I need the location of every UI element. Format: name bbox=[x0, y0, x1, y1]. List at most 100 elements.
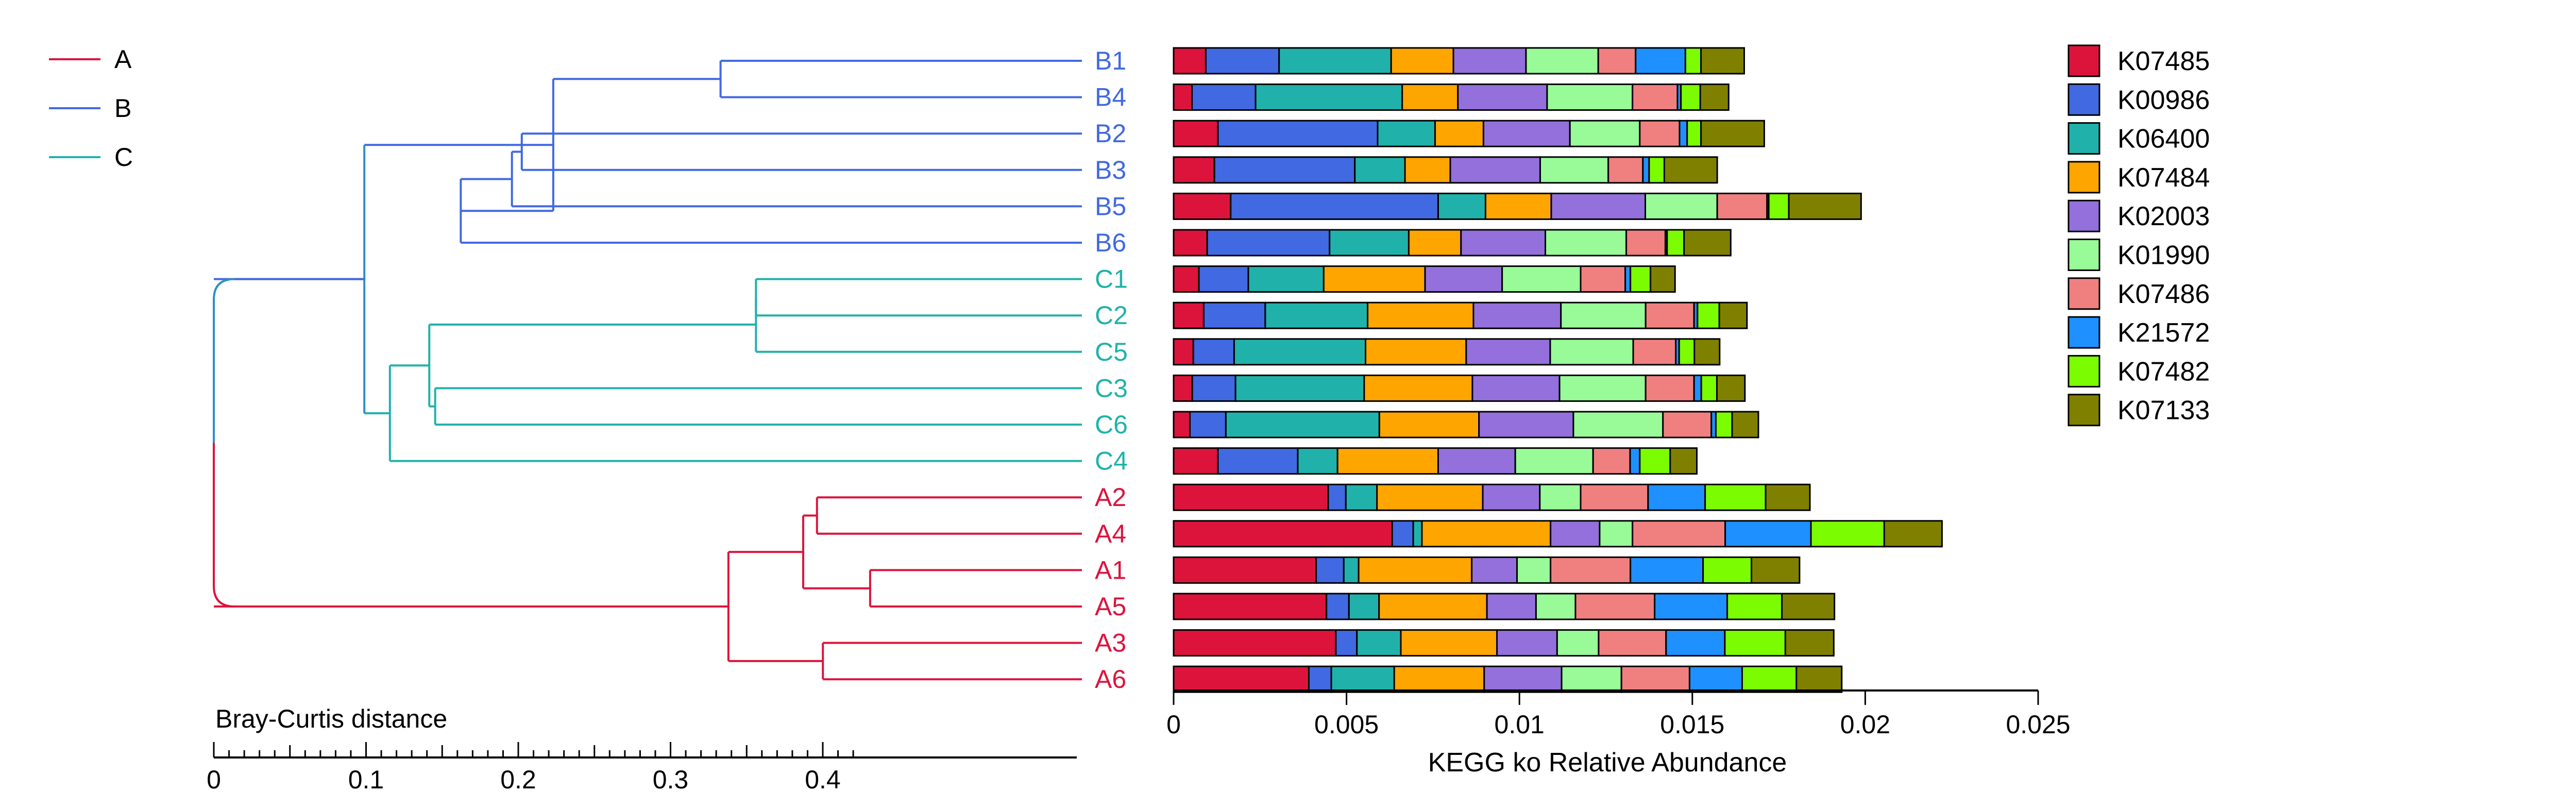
bar-segment-C4-K00986 bbox=[1217, 447, 1299, 475]
bar-segment-B1-K07482 bbox=[1684, 47, 1702, 75]
leaf-label-C6: C6 bbox=[1095, 410, 1128, 439]
bar-tick-label: 0.005 bbox=[1314, 710, 1379, 739]
bar-segment-A4-K07482 bbox=[1810, 520, 1885, 548]
bar-segment-C1-K21572 bbox=[1624, 265, 1632, 293]
bar-segment-A3-K07484 bbox=[1400, 629, 1498, 657]
bar-segment-C4-K01990 bbox=[1514, 447, 1594, 475]
bar-segment-A5-K07485 bbox=[1173, 593, 1328, 620]
bar-segment-B5-K06400 bbox=[1437, 192, 1486, 220]
bar-segment-A5-K01990 bbox=[1535, 593, 1577, 620]
dendrogram-root-lower bbox=[213, 443, 235, 608]
bar-segment-A2-K07486 bbox=[1580, 483, 1649, 511]
bar-segment-B2-K07133 bbox=[1700, 120, 1765, 147]
bar-segment-C5-K07133 bbox=[1693, 338, 1721, 366]
dendrogram-leaf-labels: B1 B4 B2 B3 B5 B6 C1 C2 C5 C3 C6 C4 A2 A4 A1 A5 A3 A6 bbox=[1095, 46, 1128, 694]
legend-swatch-K02003 bbox=[2067, 199, 2100, 232]
legend-swatch-K01990 bbox=[2067, 239, 2100, 271]
bar-segment-A2-K07482 bbox=[1704, 483, 1767, 511]
bar-segment-B5-K07486 bbox=[1716, 192, 1768, 220]
stacked-bar-plot bbox=[1173, 47, 1943, 693]
bar-segment-C2-K07482 bbox=[1697, 301, 1720, 329]
bar-segment-B5-K02003 bbox=[1550, 192, 1647, 220]
leaf-label-B1: B1 bbox=[1095, 46, 1126, 75]
bar-segment-A5-K21572 bbox=[1654, 593, 1728, 620]
bar-segment-C5-K01990 bbox=[1549, 338, 1634, 366]
bar-segment-B6-K00986 bbox=[1206, 229, 1331, 257]
bar-segment-C1-K01990 bbox=[1501, 265, 1582, 293]
bar-segment-B1-K01990 bbox=[1525, 47, 1599, 75]
bar-segment-C3-K07486 bbox=[1645, 374, 1695, 402]
bar-segment-A5-K00986 bbox=[1326, 593, 1350, 620]
bar-segment-C6-K07484 bbox=[1378, 411, 1480, 439]
bar-segment-C5-K07482 bbox=[1678, 338, 1696, 366]
leaf-label-B2: B2 bbox=[1095, 119, 1126, 148]
dendrogram bbox=[213, 60, 1082, 681]
bar-segment-A2-K06400 bbox=[1345, 483, 1378, 511]
leaf-label-B6: B6 bbox=[1095, 228, 1126, 257]
bar-segment-C1-K07133 bbox=[1650, 265, 1676, 293]
dendrogram-tick-label: 0.4 bbox=[805, 765, 841, 794]
bar-segment-B6-K07485 bbox=[1173, 229, 1208, 257]
bar-segment-A3-K07133 bbox=[1784, 629, 1835, 657]
bar-segment-C2-K07133 bbox=[1718, 301, 1748, 329]
bar-segment-B6-K06400 bbox=[1329, 229, 1410, 257]
bar-segment-C4-K07482 bbox=[1639, 447, 1671, 475]
bar-segment-A4-K07484 bbox=[1421, 520, 1552, 548]
legend-label-K07133: K07133 bbox=[2117, 396, 2210, 426]
bar-segment-A4-K00986 bbox=[1391, 520, 1414, 548]
bar-segment-A1-K07484 bbox=[1358, 556, 1473, 584]
bar-segment-C2-K07485 bbox=[1173, 301, 1205, 329]
bar-segment-C2-K01990 bbox=[1560, 301, 1647, 329]
bar-segment-A2-K07133 bbox=[1765, 483, 1811, 511]
bar-segment-C1-K06400 bbox=[1247, 265, 1325, 293]
bar-segment-C4-K06400 bbox=[1297, 447, 1338, 475]
bar-segment-C1-K07485 bbox=[1173, 265, 1200, 293]
bar-legend: K07485 K00986 K06400 K07484 K02003 K01990 K074… bbox=[2067, 44, 2210, 427]
bar-segment-B4-K07486 bbox=[1632, 83, 1679, 111]
legend-swatch-K06400 bbox=[2067, 122, 2100, 155]
bar-segment-B5-K07485 bbox=[1173, 192, 1232, 220]
bar-segment-A2-K07484 bbox=[1376, 483, 1484, 511]
bar-segment-C6-K06400 bbox=[1225, 411, 1380, 439]
bar-segment-C5-K07486 bbox=[1632, 338, 1677, 366]
bar-segment-A2-K01990 bbox=[1539, 483, 1582, 511]
bar-segment-C6-K00986 bbox=[1189, 411, 1227, 439]
bar-segment-C4-K07485 bbox=[1173, 447, 1219, 475]
bar-segment-B6-K07484 bbox=[1408, 229, 1462, 257]
bar-segment-B4-K00986 bbox=[1191, 83, 1257, 111]
leaf-label-B4: B4 bbox=[1095, 83, 1126, 112]
leaf-label-C1: C1 bbox=[1095, 265, 1128, 294]
bar-segment-A6-K21572 bbox=[1688, 665, 1743, 693]
bar-segment-C6-K07486 bbox=[1662, 411, 1713, 439]
legend-label-C: C bbox=[114, 143, 133, 172]
bar-segment-C2-K02003 bbox=[1472, 301, 1562, 329]
bar-segment-A4-K21572 bbox=[1724, 520, 1812, 548]
leaf-label-B3: B3 bbox=[1095, 156, 1126, 184]
legend-label-K07484: K07484 bbox=[2117, 163, 2210, 193]
bar-tick-label: 0.025 bbox=[2006, 710, 2070, 739]
bar-segment-A6-K00986 bbox=[1308, 665, 1332, 693]
bar-segment-A6-K07482 bbox=[1741, 665, 1798, 693]
bar-segment-B2-K01990 bbox=[1569, 120, 1641, 147]
bar-segment-A6-K01990 bbox=[1561, 665, 1622, 693]
bar-segment-A3-K02003 bbox=[1496, 629, 1558, 657]
bar-segment-B2-K07482 bbox=[1686, 120, 1702, 147]
bar-segment-A4-K02003 bbox=[1550, 520, 1601, 548]
bar-segment-C3-K00986 bbox=[1191, 374, 1236, 402]
leaf-label-C5: C5 bbox=[1095, 338, 1128, 366]
bar-segment-A1-K07133 bbox=[1751, 556, 1801, 584]
bar-segment-B2-K02003 bbox=[1482, 120, 1571, 147]
bar-segment-C2-K00986 bbox=[1202, 301, 1266, 329]
dendrogram-axis-title: Bray-Curtis distance bbox=[215, 704, 447, 733]
bar-segment-C3-K07484 bbox=[1363, 374, 1473, 402]
bar-segment-B2-K07485 bbox=[1173, 120, 1219, 147]
bar-segment-B4-K02003 bbox=[1457, 83, 1548, 111]
leaf-label-B5: B5 bbox=[1095, 192, 1126, 221]
bar-segment-A5-K07482 bbox=[1726, 593, 1783, 620]
bar-segment-B6-K02003 bbox=[1460, 229, 1547, 257]
leaf-label-C2: C2 bbox=[1095, 301, 1128, 330]
bar-tick-label: 0.01 bbox=[1495, 710, 1545, 739]
bar-segment-B3-K07485 bbox=[1173, 156, 1215, 184]
dendrogram-root-upper bbox=[213, 278, 235, 443]
bar-segment-C3-K06400 bbox=[1234, 374, 1365, 402]
